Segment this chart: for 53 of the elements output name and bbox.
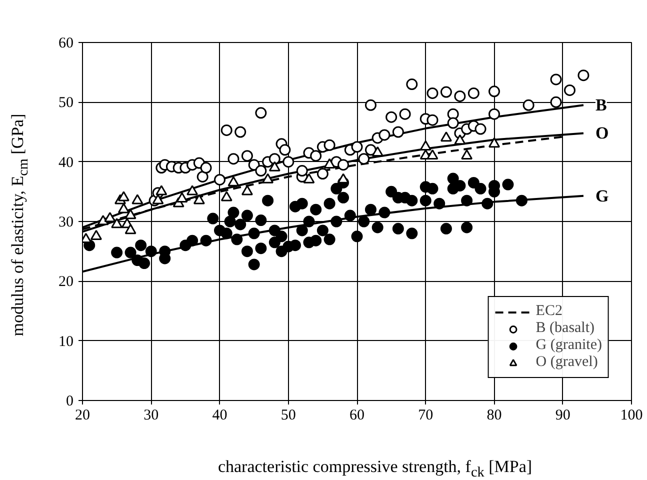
point [440, 131, 452, 142]
x-tick-label: 20 [75, 408, 90, 424]
point [90, 230, 102, 240]
point [118, 191, 130, 202]
y-tick-label: 30 [58, 214, 74, 230]
point [454, 134, 466, 145]
x-tick-label: 60 [350, 408, 364, 424]
point [152, 194, 164, 204]
point [420, 140, 432, 151]
y-tick-label: 10 [58, 334, 74, 350]
y-tick-label: 40 [58, 154, 74, 171]
point [176, 192, 188, 202]
point [372, 146, 384, 157]
point [262, 173, 274, 184]
x-tick-label: 50 [280, 408, 296, 424]
point [268, 161, 280, 172]
point [193, 194, 205, 204]
point [118, 203, 130, 214]
point [186, 185, 198, 196]
point [156, 185, 168, 196]
x-tick-label: 80 [486, 408, 502, 424]
point [426, 149, 438, 160]
x-axis-title: characteristic compressive strength, f$_{ck}$ [MPa] [216, 456, 534, 480]
point [124, 209, 136, 220]
legend-label: G (granite) [536, 337, 602, 354]
point [124, 224, 136, 234]
series-label: B [595, 96, 607, 115]
y-tick-label: 0 [66, 394, 74, 410]
legend-label: EC2 [536, 303, 562, 320]
x-tick-label: 30 [144, 408, 159, 424]
point [111, 218, 123, 228]
legend-label: O (gravel) [536, 354, 598, 371]
x-tick-label: 90 [555, 408, 570, 424]
point [338, 173, 350, 184]
point [461, 149, 473, 160]
point [97, 214, 109, 226]
x-tick-label: 100 [620, 408, 643, 424]
y-tick-label: 20 [58, 274, 74, 290]
y-tick-label: 60 [58, 36, 74, 52]
series-label: G [595, 186, 609, 206]
legend-label: B (basalt) [536, 320, 595, 337]
point [228, 176, 240, 186]
series-label: O [595, 124, 609, 143]
point [220, 191, 232, 202]
point [324, 158, 336, 168]
point [132, 194, 144, 204]
point [488, 137, 500, 148]
point [303, 173, 315, 184]
y-tick-label: 50 [58, 95, 74, 112]
point [104, 212, 116, 222]
x-tick-label: 40 [212, 408, 228, 424]
point [241, 185, 253, 196]
x-tick-label: 70 [418, 408, 434, 424]
